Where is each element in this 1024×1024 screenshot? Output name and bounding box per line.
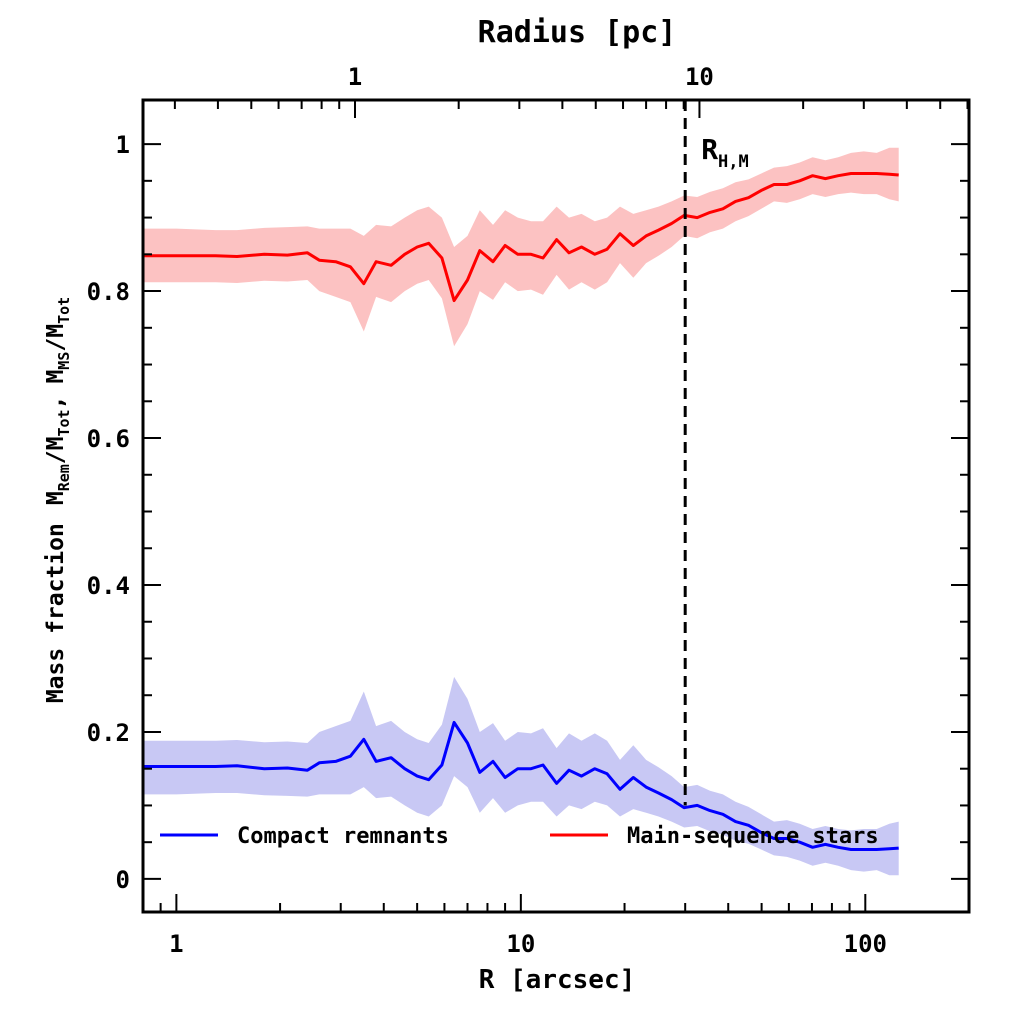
y-tick-label: 0 xyxy=(116,866,130,894)
y-title-m2: M xyxy=(43,370,69,384)
y-title-m1: M xyxy=(43,491,69,505)
y-tick-label: 0.8 xyxy=(87,278,130,306)
plot-frame xyxy=(141,98,971,914)
y-axis-title: Mass fractionMRem/MTot,MMS/MTot xyxy=(43,297,73,703)
half-mass-radius-marker: RH,M xyxy=(683,100,749,806)
line-compact-remnants xyxy=(143,720,899,851)
series-lines xyxy=(143,172,899,851)
y-tick-label: 1 xyxy=(116,131,130,159)
top-tick-label: 1 xyxy=(348,63,362,91)
y-title-sub-tot2: Tot xyxy=(55,297,73,324)
legend-label-compact-remnants: Compact remnants xyxy=(237,824,449,849)
y-tick-label: 0.6 xyxy=(87,425,130,453)
y-title-sub-rem: Rem xyxy=(55,464,73,491)
x-tick-label: 1 xyxy=(169,930,183,958)
y-title-sub-tot1: Tot xyxy=(55,409,73,436)
y-title-sub-ms: MS xyxy=(55,352,73,370)
top-tick-label: 10 xyxy=(685,63,714,91)
x-tick-label: 10 xyxy=(506,930,535,958)
y-tick-label: 0.4 xyxy=(87,572,130,600)
y-title-div1: /M xyxy=(43,437,69,465)
y-tick-label: 0.2 xyxy=(87,719,130,747)
top-axis-title: Radius [pc] xyxy=(478,15,677,50)
band-main-sequence-stars xyxy=(143,147,899,347)
y-title-comma: , xyxy=(43,396,69,410)
y-title-lead: Mass fraction xyxy=(43,523,69,703)
band-compact-remnants xyxy=(143,676,899,876)
legend-label-main-sequence: Main-sequence stars xyxy=(627,824,879,849)
x-axis-title: R [arcsec] xyxy=(479,965,636,995)
line-main-sequence-stars xyxy=(143,172,899,303)
y-title-div2: /M xyxy=(43,324,69,352)
legend: Compact remnants Main-sequence stars xyxy=(160,824,879,849)
x-tick-label: 100 xyxy=(844,930,887,958)
uncertainty-bands xyxy=(143,147,899,876)
vline-label: RH,M xyxy=(701,133,749,172)
